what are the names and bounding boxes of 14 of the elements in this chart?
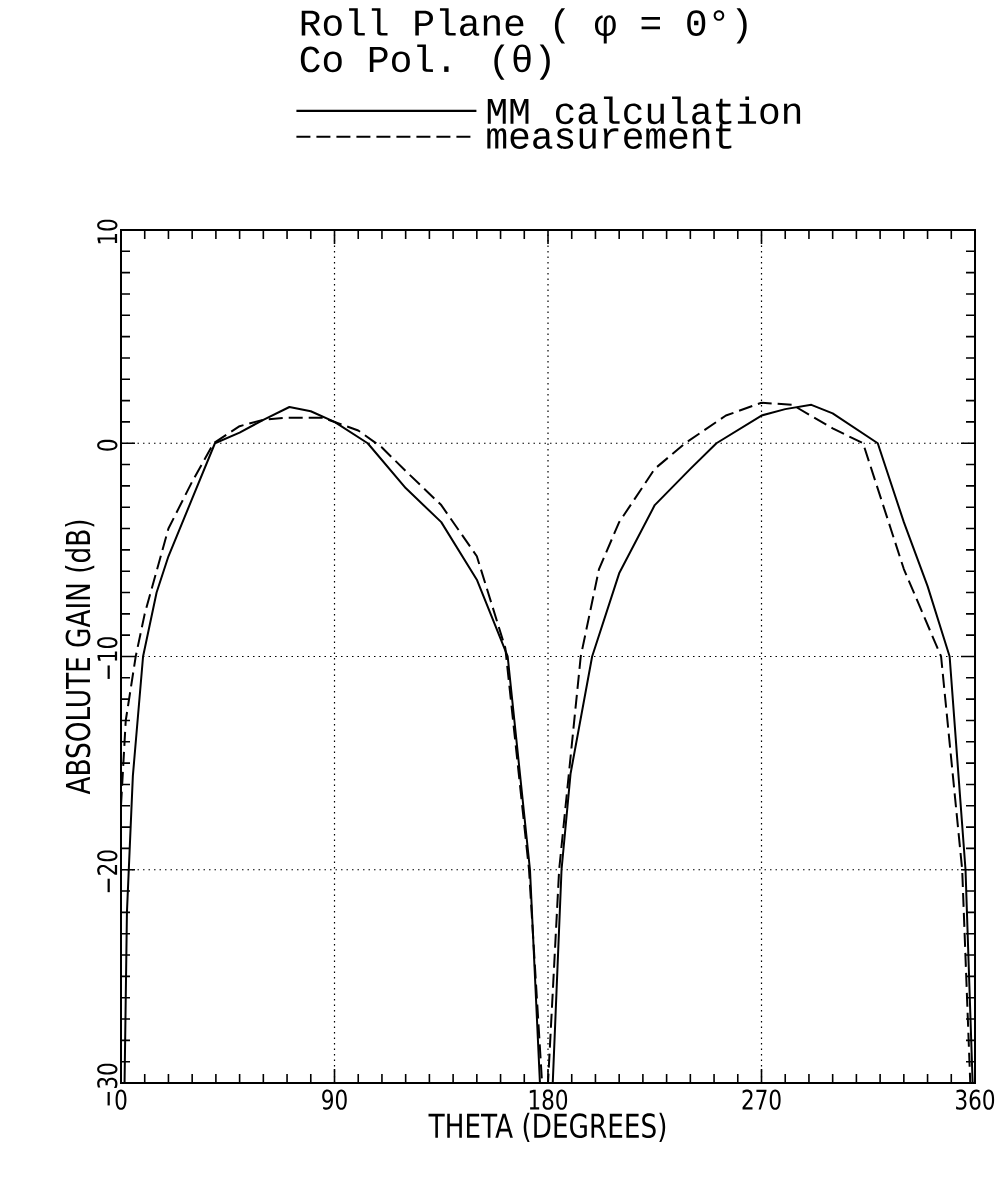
y-tick-label: 0: [97, 439, 118, 451]
y-tick-label: −20: [97, 850, 118, 893]
x-tick-label: 90: [322, 1089, 347, 1110]
x-tick-label: 180: [529, 1089, 568, 1110]
legend-label: measurement: [487, 123, 732, 149]
legend-label: MM calculation: [487, 96, 801, 125]
x-tick-label: 360: [956, 1089, 995, 1110]
chart-title: Roll Plane ( φ = 0°): [301, 8, 747, 44]
y-tick-label: 10: [97, 219, 118, 244]
x-axis-title: THETA (DEGREES): [428, 1112, 666, 1142]
y-tick-label: −10: [97, 637, 118, 679]
y-axis-title: ABSOLUTE GAIN (dB): [64, 520, 95, 795]
x-tick-label: 270: [742, 1089, 781, 1110]
chart-subtitle: Co Pol. (θ): [300, 44, 550, 80]
